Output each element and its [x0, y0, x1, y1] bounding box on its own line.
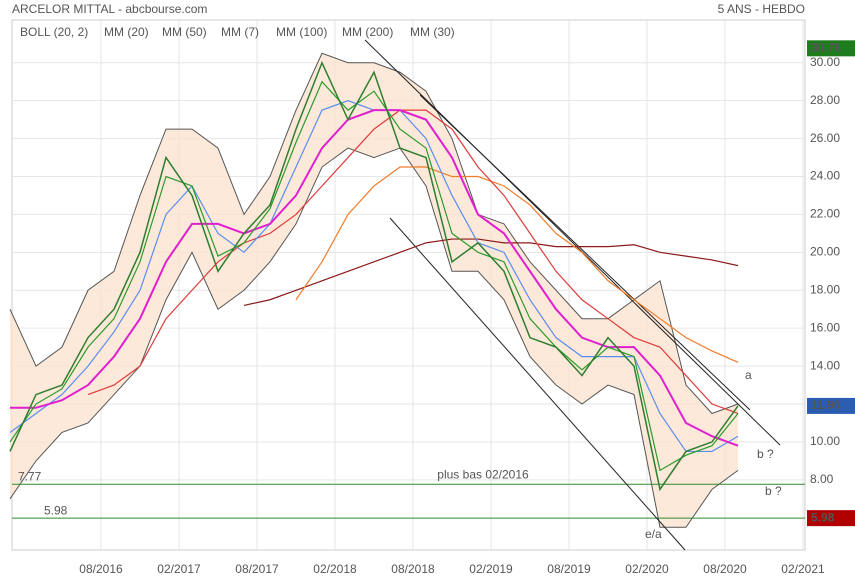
price-line [9, 60, 739, 492]
bollinger-upper [9, 52, 739, 415]
x-tick-label: 08/2018 [391, 562, 435, 576]
x-tick-label: 02/2018 [313, 562, 357, 576]
legend-entry: MM (20) [104, 25, 149, 39]
y-tick-label: 16.00 [810, 320, 840, 334]
moving-average [243, 238, 739, 307]
price-tag-label: 11.90 [811, 398, 841, 412]
legend-entry: BOLL (20, 2) [20, 25, 88, 39]
x-tick-label: 02/2021 [781, 562, 825, 576]
trend-line [419, 94, 751, 411]
price-tag [807, 40, 855, 57]
annotation: e/a [645, 527, 662, 541]
moving-average [9, 80, 739, 472]
x-tick-label: 02/2019 [469, 562, 513, 576]
y-tick-label: 22.00 [810, 207, 840, 221]
x-tick-label: 02/2017 [157, 562, 201, 576]
level-text: plus bas 02/2016 [437, 467, 529, 481]
trend-line [389, 217, 686, 551]
legend-entry: MM (7) [221, 25, 259, 39]
chart-title: ARCELOR MITTAL - abcbourse.com [12, 2, 207, 16]
annotation: a [745, 368, 752, 382]
level-label: 7.77 [18, 469, 42, 483]
legend-entry: MM (200) [342, 25, 393, 39]
price-tag [807, 510, 855, 527]
level-label: 5.98 [44, 503, 68, 517]
y-tick-label: 28.00 [810, 93, 840, 107]
x-tick-label: 08/2016 [79, 562, 123, 576]
x-tick-label: 08/2017 [235, 562, 279, 576]
bollinger-fill [10, 53, 738, 528]
x-tick-label: 08/2019 [547, 562, 591, 576]
annotation: b ? [757, 447, 774, 461]
y-tick-label: 18.00 [810, 282, 840, 296]
price-tag-label: 5.98 [811, 510, 835, 524]
price-tag-label: 30.76 [811, 41, 841, 55]
plot-frame [11, 19, 806, 551]
chart-subtitle: 5 ANS - HEBDO [718, 2, 805, 16]
y-tick-label: 14.00 [810, 358, 840, 372]
y-tick-label: 10.00 [810, 434, 840, 448]
y-tick-label: 20.00 [810, 245, 840, 259]
legend-entry: MM (100) [276, 25, 327, 39]
x-tick-label: 08/2020 [703, 562, 747, 576]
moving-average [87, 109, 739, 415]
y-tick-label: 8.00 [810, 472, 834, 486]
legend-entry: MM (50) [162, 25, 207, 39]
moving-average [295, 166, 739, 363]
annotation: b ? [765, 484, 782, 498]
y-tick-label: 30.00 [810, 55, 840, 69]
bollinger-lower [9, 147, 739, 528]
x-tick-label: 02/2020 [625, 562, 669, 576]
legend-entry: MM (30) [410, 25, 455, 39]
y-tick-label: 26.00 [810, 131, 840, 145]
y-tick-label: 24.00 [810, 169, 840, 183]
trend-line [364, 39, 781, 446]
price-tag [807, 397, 855, 414]
